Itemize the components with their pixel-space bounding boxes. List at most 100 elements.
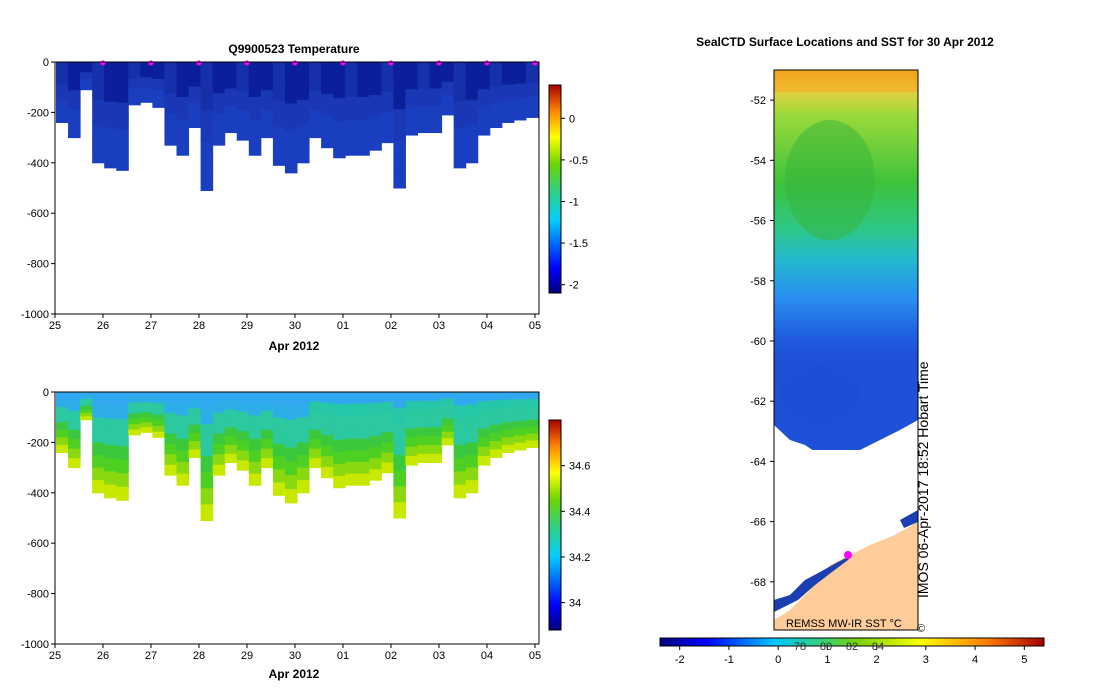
profile-cell [321,62,334,74]
profile-cell [284,159,298,174]
profile-cell [92,455,105,469]
profile-cell [453,62,467,76]
profile-cell [200,78,214,95]
profile-cell [333,463,346,477]
profile-cell [176,461,190,475]
profile-cell [381,82,394,93]
profile-cell [429,392,443,402]
profile-cell [345,426,358,440]
profile-cell [224,392,238,402]
profile-cell [284,103,298,118]
profile-cell [248,120,262,133]
profile-cell [453,418,467,433]
profile-cell [429,106,443,116]
profile-cell [513,435,527,444]
profile-cell [477,107,491,118]
profile-cell [260,62,274,72]
profile-cell [116,89,129,104]
profile-cell [224,409,238,419]
temperature-plot-frame [54,61,540,315]
profile-cell [513,112,527,121]
profile-cell [405,455,418,466]
profile-cell [297,480,310,494]
profile-cell [140,82,153,88]
profile-cell [453,431,467,446]
profile-cell [429,400,443,411]
profile-cell [357,473,370,486]
profile-cell [381,402,394,413]
surface-marker [148,60,154,66]
profile-cell [140,62,153,68]
sst-colorbar-overlay-label: 80 [820,641,832,653]
profile-cell [513,62,527,70]
y-tick-label: -800 [27,259,49,271]
profile-cell [465,125,479,139]
profile-cell [188,62,202,71]
profile-cell [417,436,431,446]
profile-cell [405,89,418,100]
profile-cell [104,75,117,89]
profile-cell [333,109,346,123]
profile-cell [224,436,238,446]
profile-cell [272,404,286,419]
profile-cell [321,445,334,457]
profile-cell [309,429,322,440]
profile-cell [188,424,202,434]
profile-cell [453,75,467,89]
profile-cell [405,125,418,136]
profile-cell [164,454,177,466]
profile-cell [345,120,358,133]
profile-cell [465,455,479,469]
profile-cell [104,101,117,116]
profile-cell [345,131,358,145]
profile-cell [80,82,93,87]
profile-cell [441,411,455,419]
profile-cell [525,103,539,112]
profile-cell [212,93,226,105]
profile-cell [393,439,406,456]
profile-cell [345,450,358,463]
profile-cell [68,128,81,139]
profile-cell [357,392,370,405]
profile-cell [453,471,467,486]
surface-marker [340,60,346,66]
profile-cell [236,130,250,141]
profile-cell [465,480,479,494]
profile-cell [477,428,491,439]
profile-cell [188,408,202,418]
profile-cell [128,94,141,100]
profile-cell [200,424,214,441]
x-tick-label: 30 [289,650,301,662]
profile-cell [164,93,177,105]
profile-cell [260,439,274,450]
sst-map-frame [773,69,919,631]
profile-cell [297,87,310,101]
profile-cell [188,102,202,112]
profile-cell [272,126,286,140]
profile-cell [417,444,431,455]
profile-cell [152,79,165,86]
profile-cell [56,77,69,86]
sst-colorbar-tick-label: -2 [675,654,685,666]
profile-cell [309,109,322,120]
profile-cell [128,72,141,79]
profile-cell [333,392,346,405]
profile-cell [465,404,479,418]
profile-cell [152,409,165,416]
profile-cell [92,417,105,431]
lat-tick-label: -54 [750,155,766,167]
profile-cell [56,444,69,453]
sst-colorbar-tick-label: 4 [972,654,978,666]
profile-cell [441,392,455,400]
profile-cell [417,418,431,428]
profile-cell [393,455,406,472]
lat-tick-label: -52 [750,95,766,107]
profile-cell [465,429,479,443]
profile-cell [152,392,165,399]
x-tick-label: 25 [49,320,61,332]
profile-cell [200,440,214,457]
profile-cell [224,97,238,107]
profile-cell [212,464,226,476]
profile-cell [176,392,190,405]
profile-cell [92,480,105,494]
